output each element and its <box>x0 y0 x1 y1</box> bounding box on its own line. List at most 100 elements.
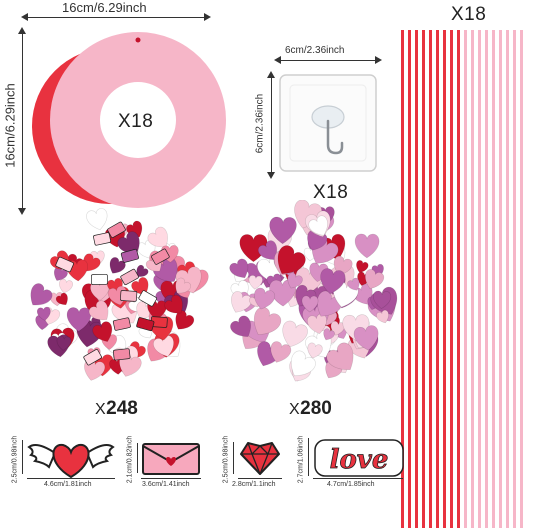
glitter-heart-sticker <box>282 320 308 348</box>
heart-sticker <box>83 253 101 272</box>
glitter-heart-sticker <box>323 328 335 341</box>
ribbon-stripe <box>408 30 411 528</box>
heart-sticker <box>30 283 53 306</box>
ribbon-stripe <box>478 30 481 528</box>
heart-sticker <box>59 278 74 294</box>
heart-sticker <box>164 294 183 314</box>
ribbon-stripe <box>415 30 418 528</box>
glitter-heart-sticker <box>230 315 251 337</box>
heart-sticker <box>136 264 149 277</box>
glitter-heart-sticker <box>287 272 303 289</box>
envelope-sticker-small <box>55 256 74 273</box>
glitter-heart-sticker <box>347 277 360 291</box>
glitter-heart-sticker <box>320 268 346 295</box>
gem-heart-width-line <box>238 478 282 479</box>
winged-heart-width-label: 4.6cm/1.81inch <box>44 481 92 488</box>
heart-sticker <box>36 306 51 321</box>
envelope-width-label: 3.6cm/1.41inch <box>142 481 190 488</box>
ribbon-stripe <box>492 30 495 528</box>
love-word-width-label: 4.7cm/1.85inch <box>327 481 375 488</box>
ring-quantity: X18 <box>118 111 154 132</box>
heart-sticker <box>109 257 126 274</box>
hook-width-line <box>277 60 378 61</box>
heart-sticker <box>92 321 113 342</box>
envelope-sticker-small <box>113 348 131 361</box>
hook-height-arrow-down <box>267 172 275 179</box>
gem-heart-width-label: 2.8cm/1.1inch <box>232 481 276 488</box>
gem-heart-height-label: 2.5cm/0.98inch <box>222 435 230 484</box>
envelope-sticker-small <box>93 232 111 246</box>
ribbon-stripe <box>499 30 502 528</box>
adhesive-hook-image <box>279 74 377 172</box>
glitter-heart-sticker <box>307 342 323 359</box>
glitter-heart-sticker <box>356 260 369 273</box>
sticker-pile-2-value: 280 <box>300 398 332 419</box>
glitter-heart-sticker <box>354 233 380 259</box>
envelope-sticker-small <box>83 349 102 366</box>
hook-width-label: 6cm/2.36inch <box>285 45 345 56</box>
envelope-height-line <box>137 443 138 473</box>
glitter-heart-sticker <box>353 325 379 351</box>
ring-width-label: 16cm/6.29inch <box>62 0 147 15</box>
ribbon-stripe <box>429 30 432 528</box>
ribbon-stripe <box>422 30 425 528</box>
ribbon-stripe <box>506 30 509 528</box>
envelope-sticker-small <box>120 290 138 302</box>
hook-height-arrow-up <box>267 71 275 78</box>
envelope-width-line <box>141 478 201 479</box>
glitter-heart-sticker <box>270 341 292 363</box>
envelope-sticker-small <box>136 317 155 332</box>
hook-width-arrow-left <box>274 56 281 64</box>
envelope-sticker-small <box>107 221 126 238</box>
hook-icon <box>326 119 344 155</box>
heart-sticker <box>117 231 140 255</box>
glitter-heart-sticker <box>364 269 385 290</box>
glitter-heart-sticker <box>229 258 249 279</box>
hook-quantity: X18 <box>313 182 349 203</box>
heart-sticker <box>147 226 168 248</box>
heart-sticker <box>86 208 108 231</box>
winged-heart-height-label: 2.5cm/0.98inch <box>11 435 19 484</box>
glitter-heart-sticker <box>231 291 252 313</box>
glitter-heart-sticker <box>308 215 328 236</box>
envelope-height-label: 2.1cm/0.82inch <box>126 435 134 484</box>
envelope-sticker-small <box>112 317 131 331</box>
envelope-sticker-small <box>91 273 108 286</box>
sticker-pile-2-prefix: X <box>289 401 301 418</box>
glitter-heart-sticker <box>254 287 276 310</box>
glitter-heart-sticker <box>239 234 268 263</box>
ribbon-stripe <box>520 30 523 528</box>
ribbon-stripe <box>443 30 446 528</box>
winged-heart-width-line <box>27 478 115 479</box>
ring-height-label: 16cm/6.29inch <box>2 83 18 168</box>
ribbon-stripe <box>457 30 460 528</box>
ribbon-stripe <box>471 30 474 528</box>
glitter-heart-sticker <box>376 309 389 324</box>
glitter-heart-sticker <box>301 295 319 313</box>
glitter-heart-sticker <box>333 255 353 276</box>
ribbon-stripe <box>401 30 404 528</box>
heart-sticker <box>175 277 192 294</box>
mixed-sticker-pile-image <box>30 208 209 381</box>
glitter-heart-sticker <box>248 275 263 290</box>
envelope-sticker-small <box>120 248 139 263</box>
ribbon-quantity: X18 <box>451 4 487 25</box>
envelope-sticker-small <box>138 290 157 307</box>
hook-height-line <box>271 74 272 174</box>
ribbon-stripe <box>436 30 439 528</box>
ring-height-arrow-down <box>18 208 26 215</box>
glitter-heart-sticker <box>258 240 278 260</box>
glitter-heart-sticker <box>290 350 316 377</box>
ring-width-arrow-right <box>204 13 211 21</box>
love-word-text: love <box>330 445 389 475</box>
ribbon-stripe <box>464 30 467 528</box>
ribbon-stripe <box>513 30 516 528</box>
sticker-pile-2-quantity: X280 <box>289 398 332 420</box>
envelope-sticker-small <box>120 268 139 286</box>
wreath-ring-image <box>32 32 226 208</box>
gem-heart-sticker <box>240 442 280 475</box>
love-word-height-label: 2.7cm/1.06inch <box>297 435 305 484</box>
glitter-heart-sticker <box>269 216 297 245</box>
sticker-pile-1-prefix: X <box>95 401 107 418</box>
glitter-heart-pile-image <box>229 200 398 382</box>
